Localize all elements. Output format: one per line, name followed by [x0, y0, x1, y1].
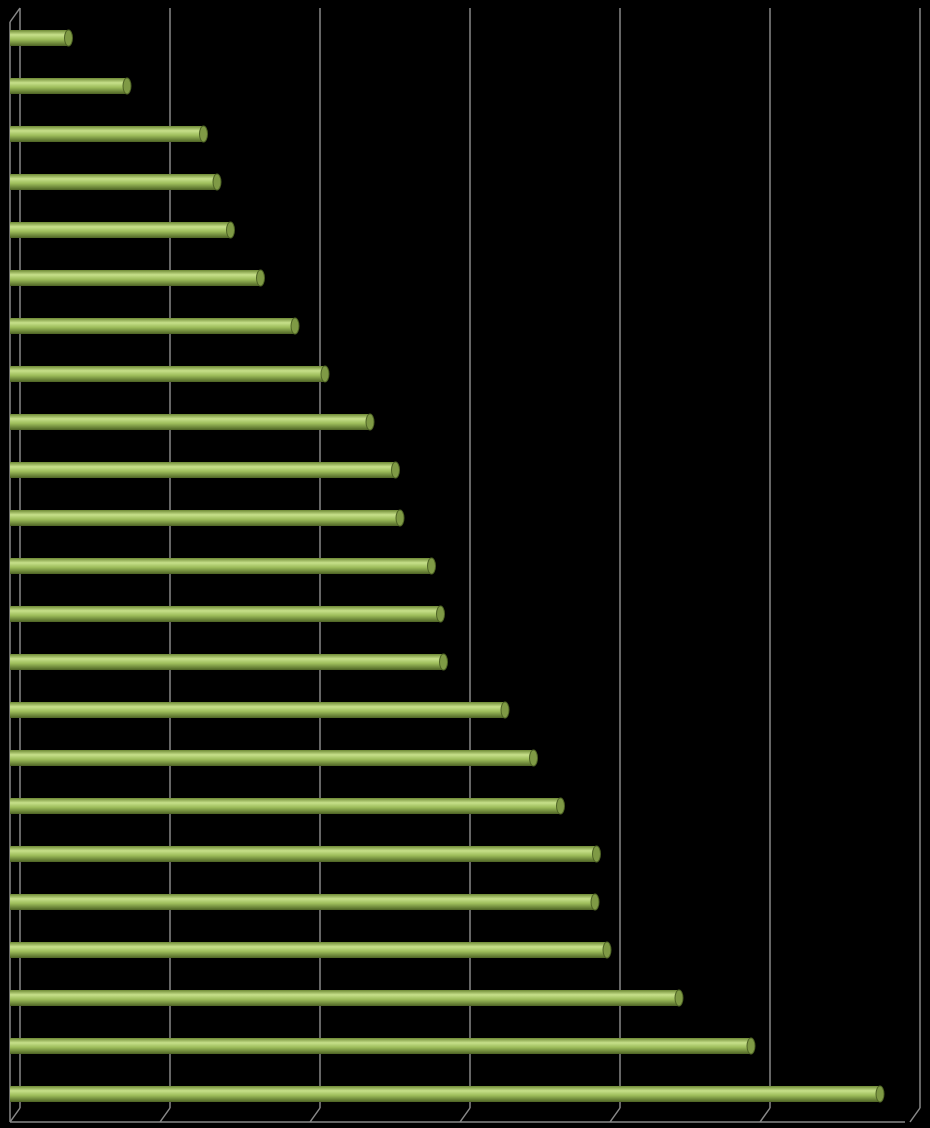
bar-body: [10, 462, 396, 478]
bar-body: [10, 30, 69, 46]
bar: [10, 989, 684, 1007]
bar-cap: [439, 653, 448, 671]
bar: [10, 605, 445, 623]
bar: [10, 317, 300, 335]
tick-mark: [159, 1107, 171, 1123]
bar: [10, 125, 208, 143]
bar-cap: [320, 365, 330, 383]
bar-body: [10, 558, 432, 574]
bar: [10, 461, 400, 479]
bar-cap: [64, 29, 73, 47]
bar-body: [10, 414, 370, 430]
tick-mark: [9, 1107, 21, 1123]
tick-mark: [609, 1107, 621, 1123]
bar-body: [10, 222, 231, 238]
bar: [10, 29, 73, 47]
bar: [10, 173, 222, 191]
bar-cap: [226, 221, 235, 239]
bar: [10, 749, 538, 767]
bar: [10, 941, 612, 959]
bar-cap: [290, 317, 300, 335]
bar-cap: [746, 1037, 756, 1055]
bar-body: [10, 318, 295, 334]
bar-body: [10, 702, 505, 718]
bar-cap: [556, 797, 565, 815]
bar-body: [10, 1086, 880, 1102]
bar-cap: [592, 845, 601, 863]
bar-cap: [365, 413, 375, 431]
wall-edge: [9, 7, 21, 23]
bar-cap: [602, 941, 612, 959]
bar: [10, 893, 600, 911]
bar-body: [10, 846, 597, 862]
bar-body: [10, 174, 217, 190]
bar-body: [10, 990, 679, 1006]
bar-cap: [212, 173, 222, 191]
bar: [10, 797, 565, 815]
bar: [10, 221, 235, 239]
bar-cap: [122, 77, 132, 95]
bar-body: [10, 1038, 751, 1054]
bar-body: [10, 270, 261, 286]
bar-body: [10, 510, 400, 526]
bar-cap: [674, 989, 684, 1007]
bar: [10, 557, 436, 575]
bar: [10, 413, 375, 431]
bar: [10, 701, 510, 719]
bar: [10, 845, 601, 863]
bar-body: [10, 798, 561, 814]
bar: [10, 1085, 885, 1103]
bar-cap: [256, 269, 265, 287]
bar-body: [10, 750, 534, 766]
bar-body: [10, 78, 127, 94]
bar-cap: [590, 893, 600, 911]
bar-cap: [529, 749, 538, 767]
bar-cap: [427, 557, 436, 575]
bar-cap: [875, 1085, 885, 1103]
bar-body: [10, 894, 595, 910]
bar: [10, 653, 448, 671]
bar-cap: [500, 701, 510, 719]
bar-body: [10, 126, 204, 142]
tick-mark: [759, 1107, 771, 1123]
bar: [10, 77, 132, 95]
bar-body: [10, 942, 607, 958]
bar-cap: [199, 125, 208, 143]
bar-cap: [391, 461, 400, 479]
bar: [10, 365, 330, 383]
bar-body: [10, 654, 444, 670]
tick-mark: [459, 1107, 471, 1123]
bar-body: [10, 606, 441, 622]
tick-mark: [909, 1107, 921, 1123]
bar: [10, 1037, 756, 1055]
tick-mark: [309, 1107, 321, 1123]
bar: [10, 269, 265, 287]
bar-cap: [436, 605, 445, 623]
bar-cap: [395, 509, 405, 527]
bar: [10, 509, 405, 527]
bar-body: [10, 366, 325, 382]
